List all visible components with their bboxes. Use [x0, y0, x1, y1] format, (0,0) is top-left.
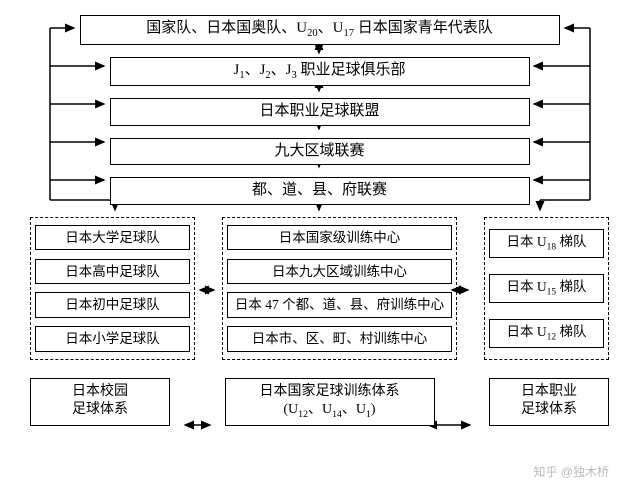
school-elementary: 日本小学足球队 — [35, 326, 190, 352]
school-middle: 日本初中足球队 — [35, 292, 190, 318]
youth-u12: 日本 U12 梯队 — [489, 319, 604, 348]
pro-youth-group: 日本 U18 梯队 日本 U15 梯队 日本 U12 梯队 — [484, 217, 609, 360]
training-national: 日本国家级训练中心 — [227, 225, 452, 251]
training-prefecture: 日本 47 个都、道、县、府训练中心 — [227, 292, 452, 318]
school-system-group: 日本大学足球队 日本高中足球队 日本初中足球队 日本小学足球队 — [30, 217, 195, 360]
school-high: 日本高中足球队 — [35, 259, 190, 285]
level-j-league: J1、J2、J3 职业足球俱乐部 — [110, 57, 530, 87]
label-training-system: 日本国家足球训练体系(U12、U14、U1) — [225, 378, 435, 427]
level-regional-league: 九大区域联赛 — [110, 138, 530, 166]
label-school-system: 日本校园足球体系 — [30, 378, 170, 427]
level-national-teams: 国家队、日本国奥队、U20、U17 日本国家青年代表队 — [80, 15, 560, 45]
youth-u15: 日本 U15 梯队 — [489, 274, 604, 303]
youth-u18: 日本 U18 梯队 — [489, 229, 604, 258]
watermark: 知乎 @独木桥 — [533, 463, 609, 480]
label-pro-system: 日本职业足球体系 — [489, 378, 609, 427]
training-regional: 日本九大区域训练中心 — [227, 259, 452, 285]
top-hierarchy: 国家队、日本国奥队、U20、U17 日本国家青年代表队 J1、J2、J3 职业足… — [30, 15, 609, 205]
level-prefecture-league: 都、道、县、府联赛 — [110, 177, 530, 205]
training-system-group: 日本国家级训练中心 日本九大区域训练中心 日本 47 个都、道、县、府训练中心 … — [222, 217, 457, 360]
bottom-labels: 日本校园足球体系 日本国家足球训练体系(U12、U14、U1) 日本职业足球体系 — [30, 378, 609, 427]
level-pro-federation: 日本职业足球联盟 — [110, 98, 530, 126]
school-univ: 日本大学足球队 — [35, 225, 190, 251]
middle-columns: 日本大学足球队 日本高中足球队 日本初中足球队 日本小学足球队 日本国家级训练中… — [30, 217, 609, 360]
training-city: 日本市、区、町、村训练中心 — [227, 326, 452, 352]
